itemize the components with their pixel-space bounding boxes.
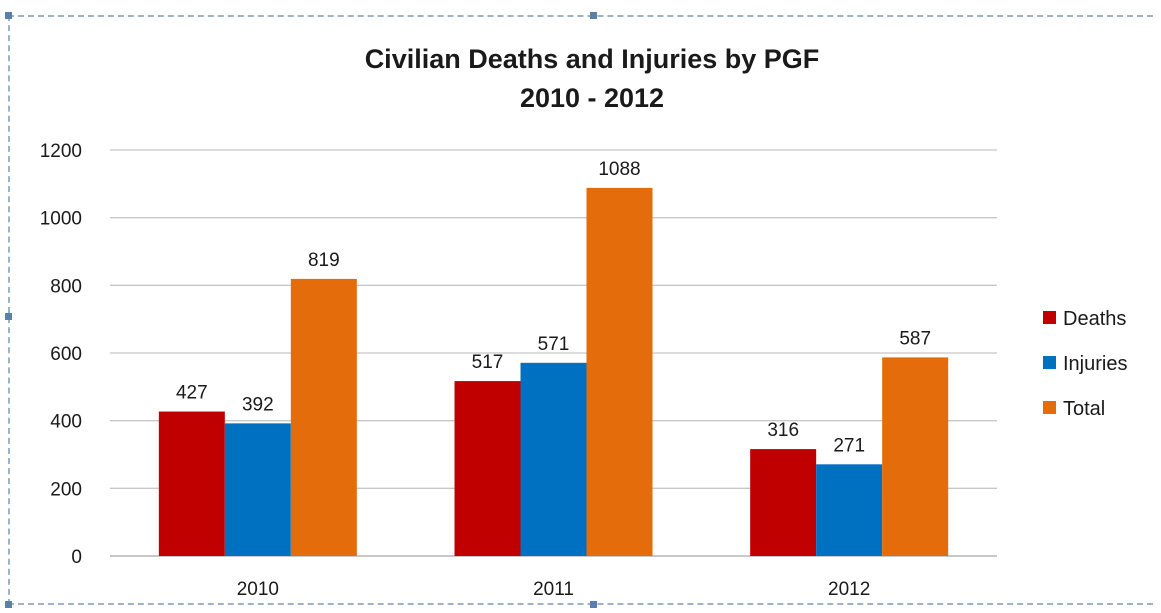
bar-injuries-2010 (224, 423, 291, 556)
legend-swatch-total (1043, 401, 1056, 414)
y-tick-label: 800 (50, 276, 82, 297)
resize-handle-middle-left[interactable] (5, 313, 12, 320)
legend-swatch-deaths (1043, 311, 1056, 324)
legend-label-deaths: Deaths (1063, 308, 1126, 330)
data-label: 271 (833, 435, 865, 456)
x-tick-label: 2011 (533, 579, 574, 600)
y-tick-label: 1000 (40, 209, 82, 230)
resize-handle-bottom-center[interactable] (590, 601, 597, 608)
y-tick-label: 600 (50, 344, 82, 365)
data-label: 517 (472, 352, 504, 373)
data-label: 587 (899, 328, 931, 349)
bar-total-2012 (882, 357, 949, 556)
data-label: 392 (242, 394, 274, 415)
resize-handle-bottom-left[interactable] (5, 601, 12, 608)
chart-subtitle: 2010 - 2012 (520, 83, 664, 113)
x-tick-label: 2010 (237, 579, 279, 600)
y-tick-label: 1200 (40, 141, 82, 162)
data-label: 819 (308, 250, 340, 271)
bar-total-2011 (586, 187, 653, 557)
x-tick-label: 2012 (828, 579, 870, 600)
y-tick-label: 400 (50, 412, 82, 433)
data-label: 427 (176, 383, 208, 404)
resize-handle-top-center[interactable] (590, 12, 597, 19)
legend-swatch-injuries (1043, 356, 1056, 369)
data-label: 316 (767, 420, 799, 441)
bar-deaths-2010 (158, 411, 225, 556)
data-label: 571 (538, 334, 570, 355)
bar-injuries-2012 (816, 464, 883, 556)
y-tick-label: 0 (71, 547, 82, 568)
bar-total-2010 (290, 278, 357, 556)
bar-injuries-2011 (520, 362, 587, 556)
data-label: 1088 (598, 159, 640, 180)
resize-handle-top-left[interactable] (5, 12, 12, 19)
legend-label-injuries: Injuries (1063, 353, 1127, 375)
bar-deaths-2012 (750, 449, 817, 556)
legend-label-total: Total (1063, 398, 1105, 420)
chart-selection-frame[interactable] (8, 15, 1153, 605)
y-tick-label: 200 (50, 479, 82, 500)
bar-deaths-2011 (454, 381, 521, 556)
chart-title: Civilian Deaths and Injuries by PGF (365, 44, 820, 74)
